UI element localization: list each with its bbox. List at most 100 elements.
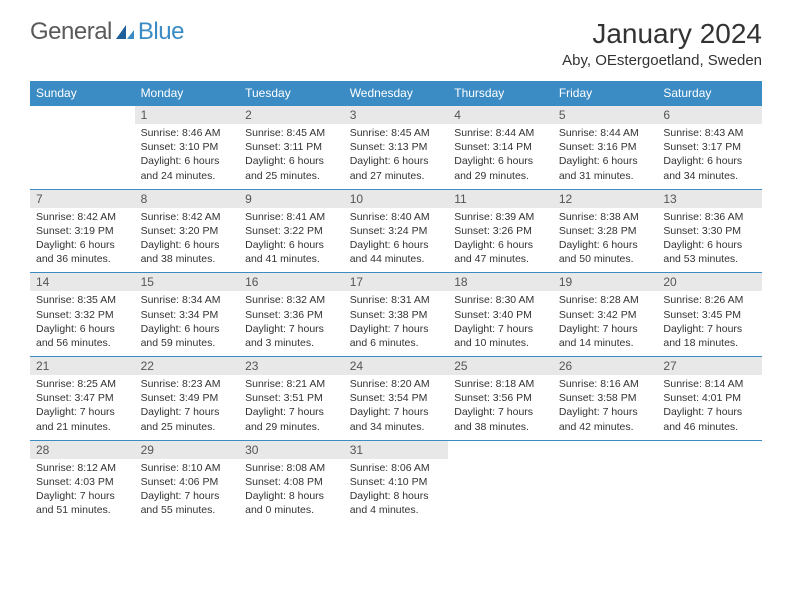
weekday-header: Sunday — [30, 81, 135, 106]
daylight-line-2: and 29 minutes. — [245, 420, 338, 434]
sunset-line: Sunset: 3:36 PM — [245, 308, 338, 322]
sunrise-line: Sunrise: 8:08 AM — [245, 461, 338, 475]
day-number-cell: 31 — [344, 440, 449, 459]
sunset-line: Sunset: 3:40 PM — [454, 308, 547, 322]
daylight-line-2: and 14 minutes. — [559, 336, 652, 350]
daylight-line-1: Daylight: 7 hours — [245, 322, 338, 336]
daylight-line-2: and 55 minutes. — [141, 503, 234, 517]
day-number-cell: 25 — [448, 357, 553, 376]
day-content-cell: Sunrise: 8:43 AMSunset: 3:17 PMDaylight:… — [657, 124, 762, 189]
day-content-cell: Sunrise: 8:21 AMSunset: 3:51 PMDaylight:… — [239, 375, 344, 440]
day-number-cell: 29 — [135, 440, 240, 459]
day-number-cell: 12 — [553, 189, 658, 208]
day-number-cell: 24 — [344, 357, 449, 376]
daylight-line-1: Daylight: 6 hours — [141, 238, 234, 252]
sunset-line: Sunset: 3:56 PM — [454, 391, 547, 405]
daylight-line-1: Daylight: 7 hours — [141, 405, 234, 419]
day-number-cell: 30 — [239, 440, 344, 459]
daylight-line-1: Daylight: 7 hours — [350, 405, 443, 419]
daylight-line-2: and 6 minutes. — [350, 336, 443, 350]
day-content-cell: Sunrise: 8:36 AMSunset: 3:30 PMDaylight:… — [657, 208, 762, 273]
day-content-cell: Sunrise: 8:18 AMSunset: 3:56 PMDaylight:… — [448, 375, 553, 440]
daylight-line-1: Daylight: 6 hours — [663, 154, 756, 168]
sunset-line: Sunset: 3:51 PM — [245, 391, 338, 405]
day-number-cell: 11 — [448, 189, 553, 208]
daylight-line-2: and 18 minutes. — [663, 336, 756, 350]
day-number-row: 21222324252627 — [30, 357, 762, 376]
sunset-line: Sunset: 3:34 PM — [141, 308, 234, 322]
daylight-line-1: Daylight: 6 hours — [36, 322, 129, 336]
daylight-line-2: and 53 minutes. — [663, 252, 756, 266]
daylight-line-2: and 42 minutes. — [559, 420, 652, 434]
day-number-row: 123456 — [30, 106, 762, 125]
daylight-line-1: Daylight: 6 hours — [454, 238, 547, 252]
daylight-line-1: Daylight: 7 hours — [663, 322, 756, 336]
month-title: January 2024 — [562, 18, 762, 50]
daylight-line-1: Daylight: 7 hours — [141, 489, 234, 503]
day-number-cell: 22 — [135, 357, 240, 376]
daylight-line-1: Daylight: 6 hours — [663, 238, 756, 252]
title-block: January 2024 Aby, OEstergoetland, Sweden — [562, 18, 762, 69]
day-content-cell: Sunrise: 8:38 AMSunset: 3:28 PMDaylight:… — [553, 208, 658, 273]
day-number-row: 28293031 — [30, 440, 762, 459]
day-number-cell: 4 — [448, 106, 553, 125]
daylight-line-2: and 25 minutes. — [141, 420, 234, 434]
day-number-cell: 9 — [239, 189, 344, 208]
daylight-line-2: and 4 minutes. — [350, 503, 443, 517]
sunrise-line: Sunrise: 8:43 AM — [663, 126, 756, 140]
daylight-line-1: Daylight: 8 hours — [245, 489, 338, 503]
daylight-line-1: Daylight: 7 hours — [350, 322, 443, 336]
daylight-line-2: and 3 minutes. — [245, 336, 338, 350]
sunset-line: Sunset: 3:45 PM — [663, 308, 756, 322]
day-content-cell: Sunrise: 8:44 AMSunset: 3:16 PMDaylight:… — [553, 124, 658, 189]
daylight-line-1: Daylight: 7 hours — [663, 405, 756, 419]
day-content-cell — [448, 459, 553, 524]
day-number-cell: 19 — [553, 273, 658, 292]
sunrise-line: Sunrise: 8:45 AM — [245, 126, 338, 140]
day-number-cell: 18 — [448, 273, 553, 292]
sunset-line: Sunset: 4:03 PM — [36, 475, 129, 489]
weekday-header: Tuesday — [239, 81, 344, 106]
daylight-line-2: and 29 minutes. — [454, 169, 547, 183]
daylight-line-1: Daylight: 6 hours — [141, 154, 234, 168]
day-number-cell: 28 — [30, 440, 135, 459]
daylight-line-1: Daylight: 7 hours — [559, 405, 652, 419]
daylight-line-2: and 25 minutes. — [245, 169, 338, 183]
daylight-line-2: and 0 minutes. — [245, 503, 338, 517]
sunset-line: Sunset: 3:32 PM — [36, 308, 129, 322]
day-number-cell: 7 — [30, 189, 135, 208]
day-content-row: Sunrise: 8:25 AMSunset: 3:47 PMDaylight:… — [30, 375, 762, 440]
daylight-line-2: and 46 minutes. — [663, 420, 756, 434]
sunset-line: Sunset: 3:11 PM — [245, 140, 338, 154]
weekday-header: Friday — [553, 81, 658, 106]
daylight-line-1: Daylight: 6 hours — [350, 154, 443, 168]
day-content-cell: Sunrise: 8:44 AMSunset: 3:14 PMDaylight:… — [448, 124, 553, 189]
day-content-cell: Sunrise: 8:42 AMSunset: 3:20 PMDaylight:… — [135, 208, 240, 273]
sunset-line: Sunset: 3:30 PM — [663, 224, 756, 238]
day-content-cell: Sunrise: 8:06 AMSunset: 4:10 PMDaylight:… — [344, 459, 449, 524]
sunrise-line: Sunrise: 8:18 AM — [454, 377, 547, 391]
day-content-cell: Sunrise: 8:26 AMSunset: 3:45 PMDaylight:… — [657, 291, 762, 356]
day-number-cell: 14 — [30, 273, 135, 292]
day-number-cell: 5 — [553, 106, 658, 125]
sunrise-line: Sunrise: 8:39 AM — [454, 210, 547, 224]
daylight-line-1: Daylight: 6 hours — [559, 238, 652, 252]
day-number-cell: 15 — [135, 273, 240, 292]
daylight-line-1: Daylight: 7 hours — [454, 322, 547, 336]
day-content-cell: Sunrise: 8:32 AMSunset: 3:36 PMDaylight:… — [239, 291, 344, 356]
daylight-line-2: and 59 minutes. — [141, 336, 234, 350]
daylight-line-2: and 50 minutes. — [559, 252, 652, 266]
daylight-line-1: Daylight: 6 hours — [559, 154, 652, 168]
sunrise-line: Sunrise: 8:30 AM — [454, 293, 547, 307]
daylight-line-1: Daylight: 7 hours — [245, 405, 338, 419]
weekday-header: Thursday — [448, 81, 553, 106]
sunrise-line: Sunrise: 8:26 AM — [663, 293, 756, 307]
daylight-line-2: and 51 minutes. — [36, 503, 129, 517]
day-content-cell: Sunrise: 8:08 AMSunset: 4:08 PMDaylight:… — [239, 459, 344, 524]
sunset-line: Sunset: 3:49 PM — [141, 391, 234, 405]
sunset-line: Sunset: 3:16 PM — [559, 140, 652, 154]
day-content-cell — [553, 459, 658, 524]
daylight-line-2: and 34 minutes. — [663, 169, 756, 183]
sunrise-line: Sunrise: 8:44 AM — [559, 126, 652, 140]
daylight-line-2: and 47 minutes. — [454, 252, 547, 266]
